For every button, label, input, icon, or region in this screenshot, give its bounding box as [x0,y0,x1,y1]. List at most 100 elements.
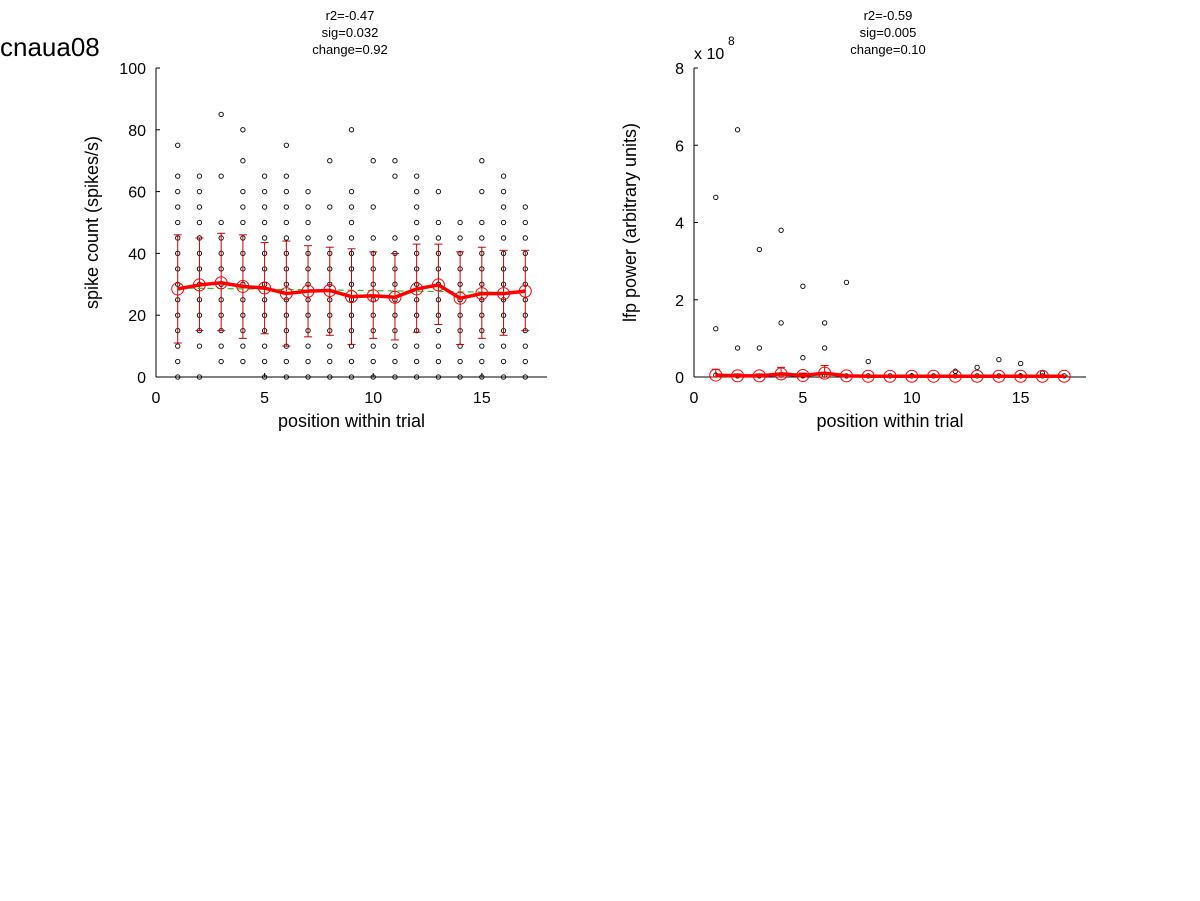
raw-point [392,343,398,349]
mean-marker [861,369,875,383]
mean-marker [323,283,337,297]
raw-point [414,374,420,380]
raw-point [457,235,463,241]
raw-point [522,343,528,349]
raw-point [218,173,224,179]
raw-point [327,343,333,349]
raw-point [261,358,268,365]
stat-line: change=0.10 [850,42,926,57]
raw-point [392,358,398,365]
y-exponent-label: x 10 [694,46,724,63]
mean-marker [731,369,745,383]
raw-point [370,358,376,365]
raw-point [500,235,507,241]
raw-point [175,219,181,226]
raw-point [756,345,762,351]
raw-point [734,345,741,351]
raw-point [218,343,224,349]
raw-point [370,374,376,380]
raw-point [327,204,333,210]
mean-marker [475,287,489,301]
raw-point [283,219,289,226]
raw-point [305,358,311,365]
x-tick-label: 5 [260,390,269,407]
mean-marker [948,369,962,383]
raw-point [327,358,333,365]
raw-point [522,235,528,241]
raw-point [822,320,828,326]
raw-point [370,158,376,164]
mean-marker [192,278,206,292]
raw-point [240,358,246,365]
mean-line [177,281,526,300]
raw-point [240,127,246,133]
y-tick-label: 60 [128,185,146,202]
raw-point [283,374,289,380]
raw-point [305,343,311,349]
raw-point [370,235,376,241]
raw-point [261,343,268,349]
raw-point [843,279,850,286]
raw-point [348,204,355,210]
spike-count-panel: r2=-0.47 sig=0.032 change=0.92 0 5 10 15 0 20 40 6… [82,8,547,431]
raw-point [196,173,203,179]
x-tick-label: 15 [1012,390,1030,407]
raw-point [522,204,528,210]
raw-point [305,219,311,226]
raw-point [522,374,528,380]
x-tick-label: 10 [903,390,921,407]
raw-point [218,219,224,226]
mean-marker [497,287,511,301]
raw-point [196,374,203,380]
raw-point [713,326,719,332]
mean-marker [279,287,293,301]
raw-point [240,188,246,195]
raw-point [261,173,268,179]
x-axis-label: position within trial [816,411,963,431]
mean-marker [752,369,766,383]
raw-point [435,219,442,226]
raw-point [218,358,224,365]
raw-point [392,374,398,380]
raw-point [435,235,442,241]
raw-point [414,235,420,241]
raw-point [414,173,420,179]
raw-point [522,219,528,226]
mean-marker [453,291,467,305]
x-tick-label: 10 [364,390,382,407]
raw-point [500,204,507,210]
raw-point [392,173,398,179]
y-exponent-superscript: 8 [728,34,735,48]
raw-point [175,358,181,365]
mean-marker [818,366,832,380]
stat-line: r2=-0.47 [326,8,375,23]
raw-point [175,188,181,195]
raw-point [348,127,355,133]
mean-marker [905,369,919,383]
raw-point [261,219,268,226]
raw-point [175,173,181,179]
raw-point [196,188,203,195]
raw-point [479,235,485,241]
raw-point [713,194,719,201]
raw-point [500,358,507,365]
stat-line: r2=-0.59 [864,8,913,23]
raw-point [996,356,1002,363]
x-tick-label: 0 [690,390,699,407]
y-tick-label: 80 [128,123,146,140]
raw-point [283,173,289,179]
mean-marker [1014,369,1028,383]
mean-marker [236,279,250,293]
raw-point [327,158,333,164]
stat-line: change=0.92 [312,42,388,57]
raw-point [392,158,398,164]
raw-point [778,320,784,326]
raw-point [261,204,268,210]
raw-point [218,111,224,118]
raw-point [952,368,958,374]
raw-point [435,358,442,365]
raw-point [457,358,463,365]
raw-point [261,235,268,241]
mean-marker [927,369,941,383]
raw-point [175,204,181,210]
